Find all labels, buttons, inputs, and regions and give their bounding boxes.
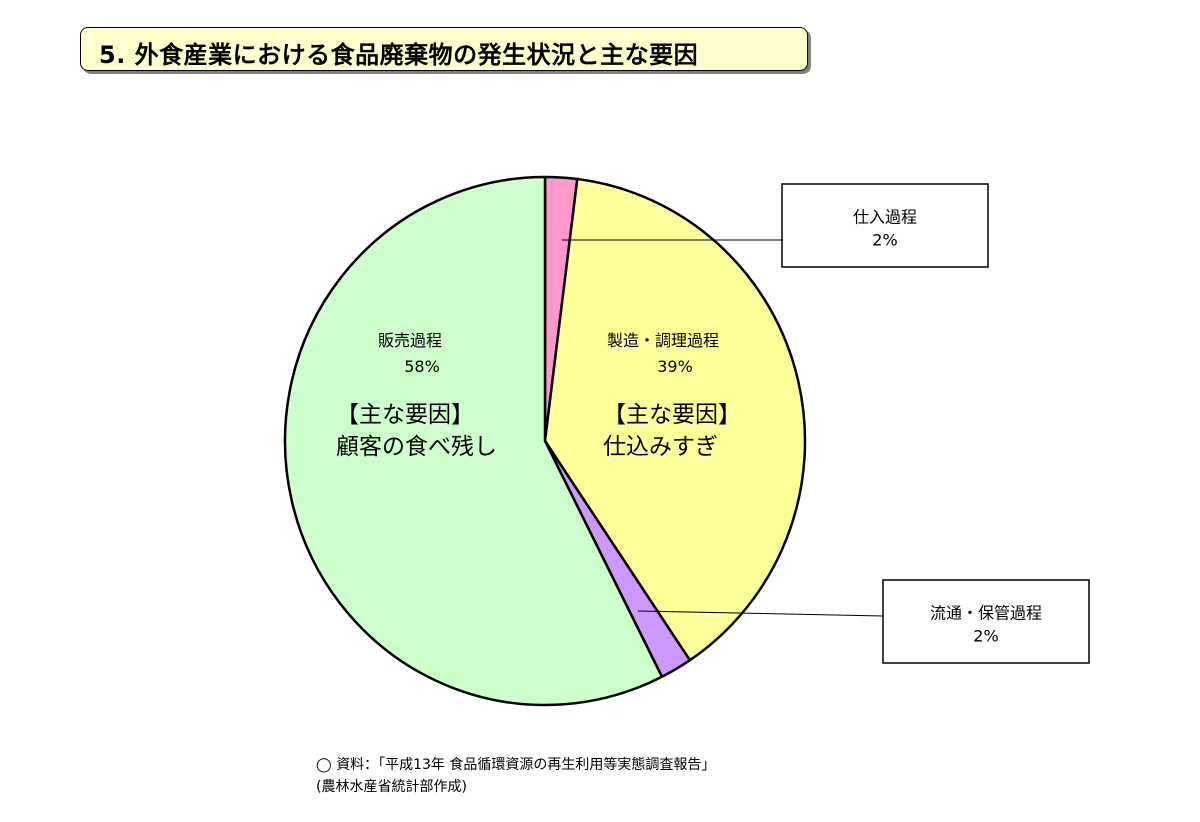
slice-label: 流通・保管過程 [930, 604, 1042, 623]
cause-text: 顧客の食べ残し [336, 434, 497, 460]
slice-value: 2% [973, 627, 998, 646]
title-box: 5. 外食産業における食品廃棄物の発生状況と主な要因 [80, 27, 808, 71]
callout-box [781, 183, 989, 268]
slice-label: 仕入過程 [853, 208, 917, 227]
slice-value: 58% [404, 357, 440, 376]
callout-leader-line [637, 610, 884, 617]
pie-slice [283, 175, 664, 707]
page-title: 5. 外食産業における食品廃棄物の発生状況と主な要因 [99, 41, 699, 69]
slice-label: 製造・調理過程 [607, 331, 719, 350]
cause-heading: 【主な要因】 [603, 402, 741, 428]
slice-value: 39% [657, 357, 693, 376]
pie-slice [543, 177, 807, 662]
source-note: ◯ 資料：「平成13年 食品循環資源の再生利用等実態調査報告」 [316, 757, 716, 773]
source-org: (農林水産省統計部作成) [316, 779, 467, 795]
cause-text: 仕込みすぎ [603, 434, 718, 460]
slice-label: 販売過程 [378, 331, 442, 350]
callout-box [882, 579, 1090, 664]
cause-heading: 【主な要因】 [336, 402, 474, 428]
slice-value: 2% [872, 231, 897, 250]
